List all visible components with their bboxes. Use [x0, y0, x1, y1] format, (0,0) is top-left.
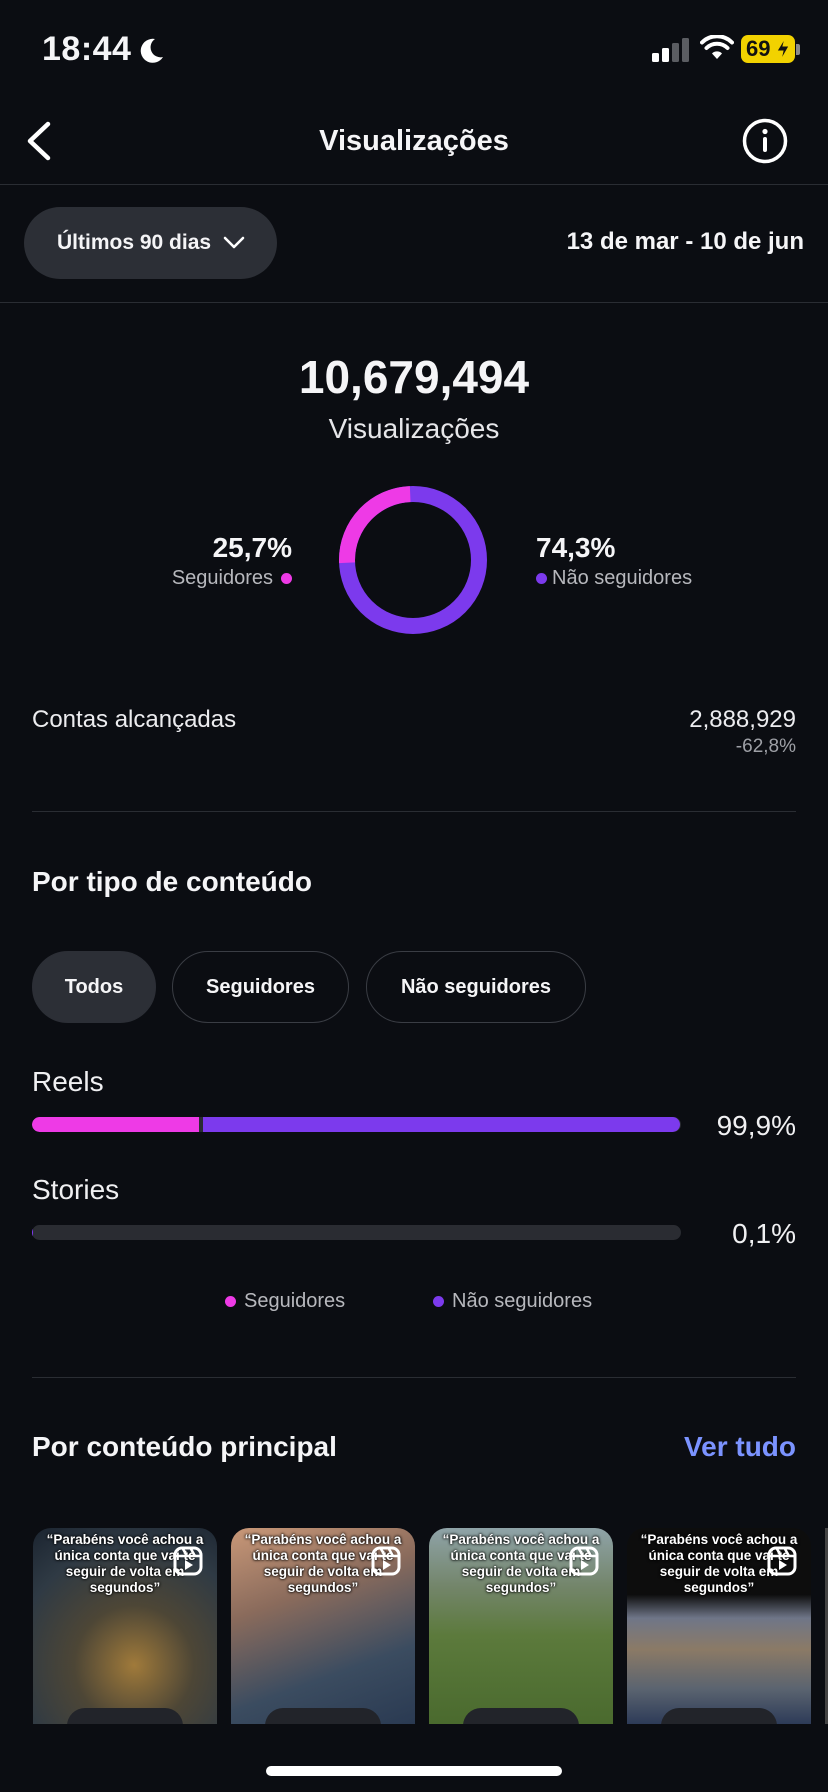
reel-icon: [767, 1546, 797, 1576]
next-thumbnail-edge: [825, 1528, 828, 1724]
total-views: 10,679,494: [298, 351, 530, 403]
see-all-link[interactable]: Ver tudo: [683, 1431, 796, 1462]
thumbnail-caption: “Parabéns você achou a única conta que v…: [46, 1532, 204, 1595]
date-range-dropdown[interactable]: Últimos 90 dias: [24, 207, 277, 279]
thumbnail-stat-pill: [265, 1708, 381, 1724]
donut-followers-arc: [339, 486, 487, 634]
reels-non-followers-segment: [202, 1117, 681, 1132]
tab-non-followers[interactable]: Não seguidores: [366, 951, 586, 1023]
reels-bar: [32, 1117, 681, 1132]
followers-donut-chart: [339, 486, 487, 634]
top-content-thumbnail[interactable]: “Parabéns você achou a única conta que v…: [231, 1528, 415, 1724]
date-range-text: 13 de mar - 10 de jun: [566, 228, 804, 255]
stories-non-followers-segment: [32, 1225, 33, 1240]
section-divider: [32, 811, 796, 812]
battery-level: 69: [746, 36, 771, 61]
stories-label: Stories: [32, 1174, 120, 1205]
reels-followers-segment: [32, 1117, 199, 1132]
tab-all[interactable]: Todos: [32, 951, 156, 1023]
stories-percentage: 0,1%: [732, 1218, 796, 1249]
non-followers-percentage: 74,3%: [536, 532, 616, 563]
reel-icon: [173, 1546, 203, 1576]
legend-followers-label: Seguidores: [244, 1290, 346, 1312]
accounts-reached-label: Contas alcançadas: [32, 706, 237, 733]
followers-percentage: 25,7%: [212, 532, 292, 563]
battery-cap: [796, 44, 800, 55]
back-chevron-icon[interactable]: [24, 120, 54, 162]
content-type-title: Por tipo de conteúdo: [32, 866, 312, 897]
total-views-label: Visualizações: [328, 413, 500, 444]
home-indicator[interactable]: [266, 1766, 562, 1776]
non-followers-label: Não seguidores: [552, 567, 693, 589]
date-range-dropdown-label: Últimos 90 dias: [57, 231, 212, 254]
non-followers-dot: [536, 573, 547, 584]
top-content-thumbnail[interactable]: “Parabéns você achou a única conta que v…: [33, 1528, 217, 1724]
reel-icon: [569, 1546, 599, 1576]
top-content-title: Por conteúdo principal: [32, 1431, 337, 1462]
cellular-signal-icon: [652, 38, 689, 62]
non-followers-legend: Não seguidores: [536, 567, 692, 590]
header-divider: [0, 184, 828, 185]
thumbnail-caption: “Parabéns você achou a única conta que v…: [640, 1532, 798, 1595]
legend-followers-dot: [225, 1296, 236, 1307]
accounts-reached-change: -62,8%: [735, 736, 796, 757]
thumbnail-stat-pill: [67, 1708, 183, 1724]
legend-non-followers-dot: [433, 1296, 444, 1307]
moon-icon: [140, 38, 163, 63]
followers-legend: Seguidores: [120, 567, 292, 590]
reel-icon: [371, 1546, 401, 1576]
reels-label: Reels: [32, 1066, 104, 1097]
thumbnail-stat-pill: [463, 1708, 579, 1724]
charging-bolt-icon: [776, 37, 790, 61]
legend-followers: Seguidores: [225, 1290, 345, 1313]
stories-bar: [32, 1225, 681, 1240]
range-divider: [0, 302, 828, 303]
thumbnail-caption: “Parabéns você achou a única conta que v…: [442, 1532, 600, 1595]
legend-non-followers-label: Não seguidores: [452, 1290, 593, 1312]
top-content-thumbnail[interactable]: “Parabéns você achou a única conta que v…: [429, 1528, 613, 1724]
thumbnail-caption: “Parabéns você achou a única conta que v…: [244, 1532, 402, 1595]
legend-non-followers: Não seguidores: [433, 1290, 592, 1313]
info-icon[interactable]: [742, 118, 788, 164]
reels-percentage: 99,9%: [716, 1110, 796, 1141]
page-title: Visualizações: [319, 125, 509, 157]
section-divider-2: [32, 1377, 796, 1378]
status-time: 18:44: [42, 30, 132, 68]
top-content-thumbnail[interactable]: “Parabéns você achou a única conta que v…: [627, 1528, 811, 1724]
wifi-icon: [700, 35, 734, 59]
followers-dot: [281, 573, 292, 584]
chevron-down-icon: [223, 236, 245, 249]
accounts-reached-value: 2,888,929: [689, 706, 796, 733]
battery-indicator: 69: [741, 35, 795, 63]
thumbnail-stat-pill: [661, 1708, 777, 1724]
followers-label: Seguidores: [171, 567, 273, 589]
tab-followers[interactable]: Seguidores: [172, 951, 349, 1023]
